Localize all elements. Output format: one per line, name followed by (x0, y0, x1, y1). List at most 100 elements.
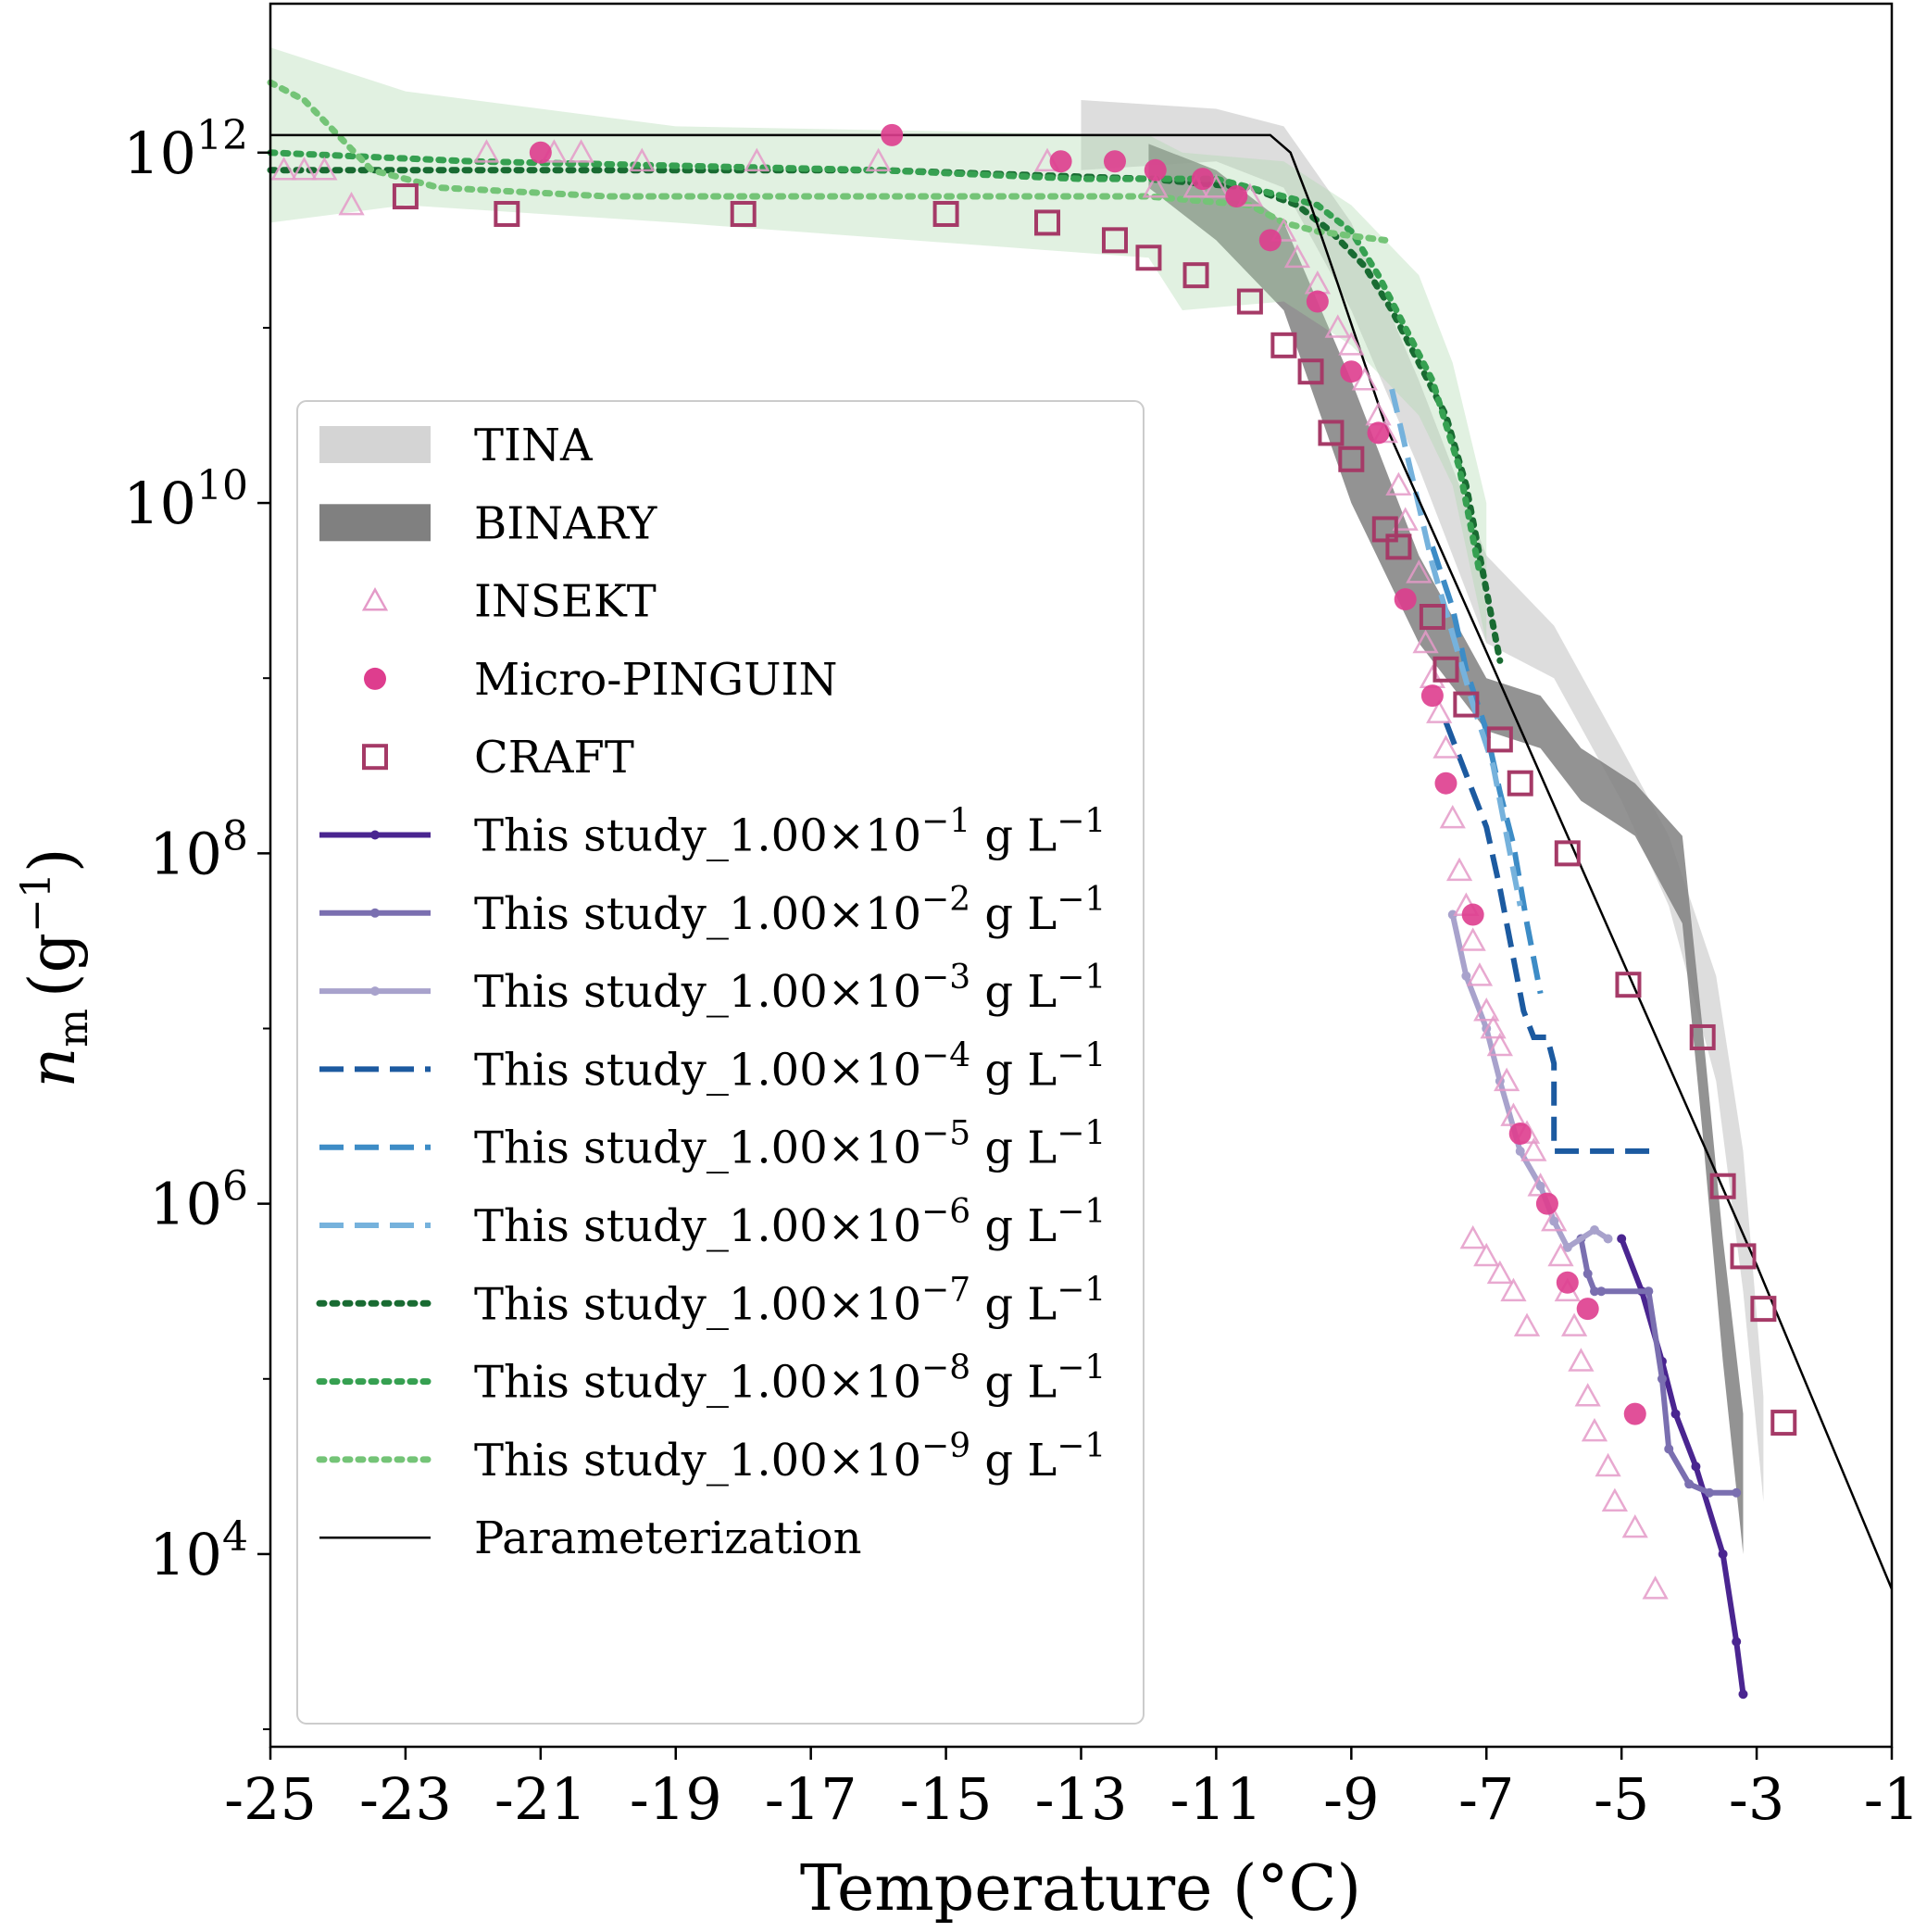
s3-legend-dot (370, 986, 380, 997)
craft-marker (1554, 840, 1581, 867)
x-tick-label: -25 (224, 1765, 317, 1833)
craft-marker (1432, 656, 1459, 683)
legend-item-s1: This study_1.00×10−1 g L−1 (319, 803, 1106, 862)
s3-series-point (1603, 1234, 1613, 1244)
insekt-marker (1568, 1348, 1595, 1372)
insekt-marker (1642, 1575, 1669, 1600)
legend-label-s4: This study_1.00×10−4 g L−1 (474, 1036, 1106, 1096)
legend-item-param: Parameterization (319, 1512, 862, 1564)
craft-marker (1236, 288, 1263, 315)
insekt-marker (1473, 997, 1500, 1022)
micro-pinguin-marker (1191, 168, 1214, 191)
micro-pinguin-marker (1461, 903, 1484, 926)
insekt-marker (1459, 927, 1486, 951)
legend-label-s5: This study_1.00×10−5 g L−1 (474, 1115, 1106, 1174)
x-tick-label: -23 (359, 1765, 452, 1833)
x-tick-label: -11 (1170, 1765, 1262, 1833)
craft-marker (1135, 245, 1162, 271)
micro-pinguin-marker (1535, 1192, 1558, 1215)
craft-marker (1615, 972, 1642, 998)
legend-label-s9: This study_1.00×10−9 g L−1 (474, 1427, 1106, 1487)
s2-series-line (1578, 1237, 1737, 1496)
insekt-marker (1459, 1224, 1486, 1249)
x-tick-label: -13 (1035, 1765, 1128, 1833)
s2-legend-dot (370, 908, 380, 918)
micro-pinguin-marker (1306, 290, 1329, 313)
craft-marker (1709, 1173, 1736, 1199)
s1-series-point (1691, 1462, 1701, 1472)
s1-series-point (1718, 1549, 1728, 1559)
x-axis-label: Temperature (°C) (800, 1852, 1361, 1926)
craft-legend-marker (362, 744, 388, 771)
x-tick-label: -15 (900, 1765, 993, 1833)
micro-pinguin-marker (1367, 421, 1390, 445)
s2-series-point (1657, 1374, 1667, 1384)
craft-marker (1182, 262, 1209, 289)
craft-marker (1750, 1296, 1777, 1323)
x-tick-label: -19 (630, 1765, 722, 1833)
x-tick-label: -17 (765, 1765, 857, 1833)
legend-item-s6: This study_1.00×10−6 g L−1 (319, 1193, 1106, 1252)
micro-pinguin-marker (529, 141, 552, 164)
s3-series-point (1589, 1225, 1599, 1236)
legend-label-craft: CRAFT (474, 732, 634, 784)
legend-item-craft: CRAFT (362, 732, 634, 784)
s1-series-point (1738, 1689, 1748, 1700)
craft-marker (932, 200, 959, 227)
s4-series-line (1443, 721, 1656, 1154)
y-label-main: n (17, 1048, 90, 1088)
insekt-marker (1473, 1242, 1500, 1267)
insekt-marker (1621, 1513, 1648, 1538)
craft-marker (1297, 358, 1324, 385)
s1-legend-dot (370, 830, 380, 840)
insekt-marker (1392, 507, 1419, 531)
legend-label-s2: This study_1.00×10−2 g L−1 (474, 881, 1106, 940)
insekt-marker (1520, 1137, 1547, 1161)
insekt-marker (1432, 734, 1459, 759)
insekt-marker (1486, 1032, 1513, 1057)
micro-pinguin-marker (1420, 684, 1444, 708)
legend-item-s7: This study_1.00×10−7 g L−1 (316, 1271, 1106, 1330)
insekt-marker (1270, 218, 1297, 242)
insekt-marker (1385, 471, 1412, 496)
craft-marker (1101, 227, 1128, 254)
y-tick-label: 108 (149, 812, 248, 887)
x-tick-label: -1 (1864, 1765, 1914, 1833)
insekt-legend-marker (361, 587, 389, 611)
y-tick-label: 1012 (123, 112, 248, 187)
legend-item-s2: This study_1.00×10−2 g L−1 (319, 881, 1106, 940)
insekt-marker (1283, 244, 1311, 269)
s2-series-point (1582, 1269, 1593, 1279)
legend-label-s3: This study_1.00×10−3 g L−1 (474, 959, 1106, 1018)
s3-series-point (1461, 971, 1471, 981)
legend: TINA BINARY INSEKT Micro-PINGUIN CRAFT This s… (296, 400, 1145, 1725)
s2-series-point (1732, 1487, 1742, 1498)
micro-pinguin-marker (1103, 150, 1126, 173)
micro-pinguin-marker (1508, 1122, 1532, 1145)
micro-pinguin-marker (1623, 1402, 1646, 1425)
y-label-sub: m (50, 1009, 97, 1048)
markers (270, 123, 1797, 1600)
insekt-marker (1142, 174, 1169, 198)
legend-label-s8: This study_1.00×10−8 g L−1 (474, 1349, 1106, 1409)
insekt-marker (1494, 1067, 1520, 1092)
insekt-marker (1480, 1014, 1507, 1039)
legend-label-pinguin: Micro-PINGUIN (474, 654, 837, 706)
y-tick-label: 104 (149, 1513, 248, 1588)
craft-marker (392, 183, 419, 210)
legend-item-s3: This study_1.00×10−3 g L−1 (319, 959, 1106, 1018)
craft-marker (1270, 332, 1297, 358)
s1-series-point (1670, 1409, 1681, 1419)
s5-series-line (1430, 546, 1544, 995)
micro-pinguin-marker (1144, 158, 1167, 182)
s2-series-point (1664, 1444, 1674, 1454)
micro-pinguin-marker (1394, 588, 1417, 611)
s1-series-point (1617, 1234, 1627, 1244)
craft-marker (1034, 209, 1061, 236)
craft-marker (1318, 420, 1345, 446)
x-tick-label: -21 (494, 1765, 587, 1833)
micro-pinguin-marker (1340, 360, 1363, 383)
insekt-marker (1547, 1242, 1574, 1267)
y-tick-label: 106 (149, 1163, 248, 1238)
craft-marker (1770, 1410, 1797, 1436)
